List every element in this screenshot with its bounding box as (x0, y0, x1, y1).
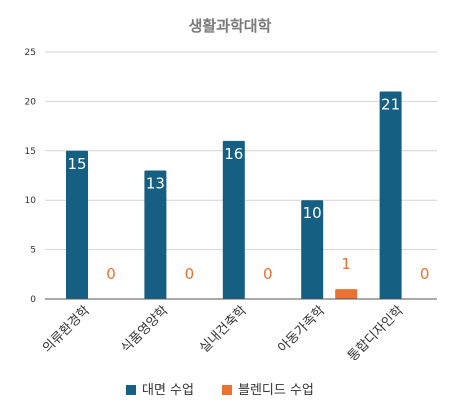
y-tick-label-0: 0 (30, 295, 36, 305)
bar-0-0 (66, 150, 88, 299)
data-label-1-1: 0 (185, 265, 195, 283)
y-tick-label-10: 10 (25, 196, 37, 206)
bar-0-3 (301, 200, 324, 299)
y-axis-ticks: 0 5 10 15 20 25 (25, 48, 37, 305)
data-label-0-3: 10 (303, 204, 322, 222)
x-tick-label-0: 의류환경학 (40, 303, 93, 356)
chart-title: 생활과학대학 (189, 17, 272, 35)
data-label-0-2: 16 (224, 145, 243, 163)
bar-0-4 (379, 91, 402, 300)
legend: 대면 수업 블렌디드 수업 (126, 383, 314, 398)
legend-label-1: 블렌디드 수업 (238, 383, 314, 398)
x-tick-label-4: 통합디자인학 (345, 303, 406, 364)
legend-swatch-1 (222, 385, 232, 395)
y-tick-label-20: 20 (25, 97, 37, 107)
data-labels: 15 0 13 0 16 0 10 1 21 0 (67, 96, 429, 283)
data-label-1-2: 0 (263, 265, 273, 283)
data-label-1-4: 0 (420, 265, 430, 283)
y-tick-label-5: 5 (30, 246, 36, 256)
bar-1-3 (335, 289, 358, 299)
y-tick-label-15: 15 (25, 147, 36, 157)
data-label-0-4: 21 (381, 96, 400, 114)
data-label-1-3: 1 (341, 255, 351, 273)
bar-0-1 (144, 170, 167, 299)
x-tick-label-3: 아동가족학 (275, 303, 328, 356)
data-label-0-0: 15 (67, 155, 86, 173)
x-tick-label-1: 식품영양학 (119, 303, 172, 356)
bar-0-2 (222, 140, 245, 299)
x-axis-category-labels: 의류환경학 식품영양학 실내건축학 아동가족학 통합디자인학 (40, 303, 407, 364)
data-label-1-0: 0 (106, 265, 116, 283)
bars (66, 91, 402, 300)
legend-swatch-0 (126, 385, 136, 395)
legend-label-0: 대면 수업 (142, 383, 194, 398)
y-tick-label-25: 25 (25, 48, 36, 58)
data-label-0-1: 13 (146, 175, 165, 193)
x-tick-label-2: 실내건축학 (197, 303, 250, 356)
